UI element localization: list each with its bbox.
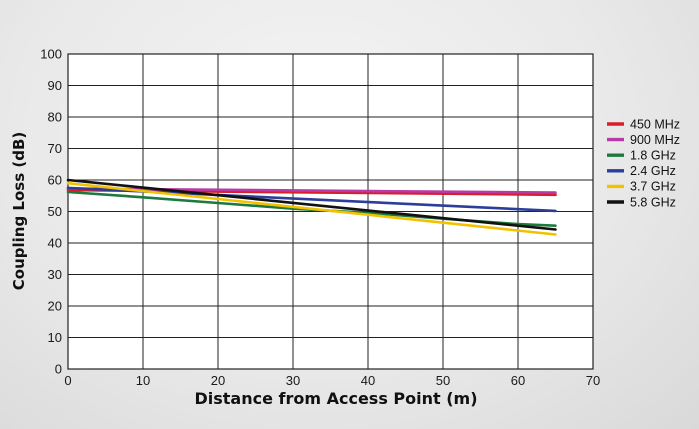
x-tick-label: 0 [64,373,71,388]
x-tick-label: 50 [436,373,450,388]
y-tick-label: 90 [48,78,62,93]
y-tick-label: 60 [48,173,62,188]
y-axis-label: Coupling Loss (dB) [10,132,28,290]
x-tick-labels: 0 10 20 30 40 50 60 70 [64,373,600,388]
series-lines [66,178,557,236]
x-tick-label: 60 [511,373,525,388]
legend-label: 3.7 GHz [630,180,676,194]
series-line-3_7-ghz [66,181,557,236]
y-tick-label: 20 [48,299,62,314]
x-tick-label: 10 [136,373,150,388]
x-tick-label: 20 [211,373,225,388]
legend-label: 900 MHz [630,133,680,147]
x-tick-label: 40 [361,373,375,388]
legend-label: 5.8 GHz [630,195,676,209]
grid-lines [67,53,594,370]
x-tick-label: 70 [586,373,600,388]
legend-label: 450 MHz [630,117,680,131]
series-line-5_8-ghz [66,178,557,231]
y-tick-label: 30 [48,267,62,282]
y-tick-label: 70 [48,141,62,156]
y-tick-label: 50 [48,204,62,219]
y-tick-label: 40 [48,236,62,251]
y-tick-label: 0 [55,362,62,377]
y-tick-label: 80 [48,110,62,125]
y-tick-label: 10 [48,330,62,345]
y-tick-labels: 0 10 20 30 40 50 60 70 80 90 100 [40,47,62,377]
legend-label: 1.8 GHz [630,149,676,163]
x-axis-label: Distance from Access Point (m) [194,389,477,408]
y-tick-label: 100 [40,47,62,62]
legend-label: 2.4 GHz [630,164,676,178]
x-tick-label: 30 [286,373,300,388]
